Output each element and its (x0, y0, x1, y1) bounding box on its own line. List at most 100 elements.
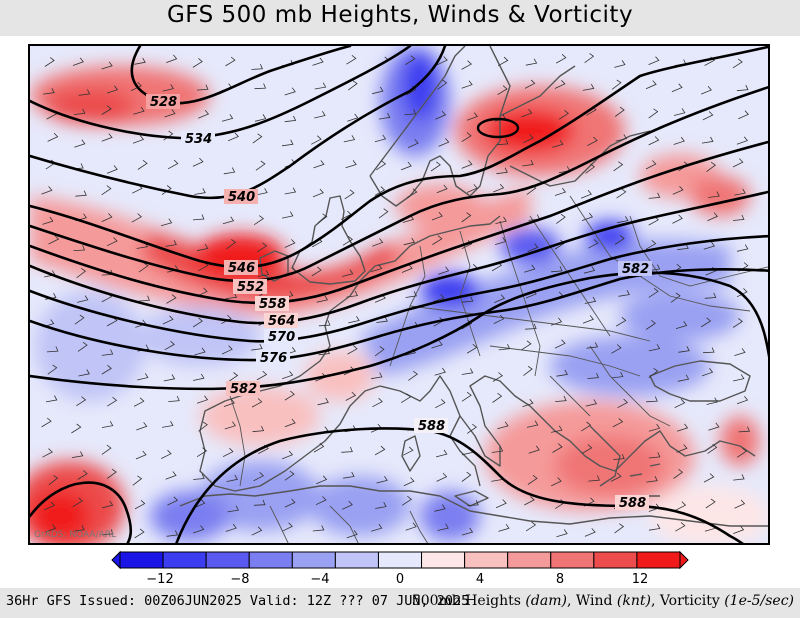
wind-barb (375, 502, 387, 509)
wind-barb (347, 113, 359, 122)
wind-barb (227, 505, 240, 513)
wind-barb (342, 500, 353, 510)
wind-barb (732, 158, 744, 168)
wind-barb (617, 216, 629, 224)
wind-barb (166, 530, 179, 537)
wind-barb (165, 471, 177, 480)
wind-barb (492, 372, 503, 382)
wind-barb (284, 390, 295, 401)
wind-barb (556, 369, 568, 377)
wind-barb (196, 84, 209, 91)
wind-barb (192, 214, 205, 221)
wind-barb (406, 188, 418, 198)
wind-barb (312, 188, 324, 198)
wind-barb (461, 319, 473, 330)
wind-barb (47, 364, 58, 375)
wind-barb (648, 108, 659, 119)
wind-barb (732, 58, 743, 69)
wind-barb (281, 139, 294, 147)
wind-barb (617, 398, 628, 409)
wind-barb (551, 477, 562, 487)
wind-barb (528, 445, 540, 454)
wind-barb (167, 159, 179, 170)
wind-barb (466, 423, 477, 434)
wind-barb (73, 525, 85, 532)
wind-barb (226, 239, 237, 250)
wind-barb (466, 112, 478, 121)
wind-barb (225, 292, 238, 300)
wind-barb (348, 315, 360, 324)
wind-barb (256, 370, 268, 381)
contour-label: 570 (268, 330, 295, 345)
wind-barb (431, 212, 443, 221)
wind-barb (498, 344, 511, 351)
coastlines (179, 46, 768, 527)
wind-barb (521, 340, 532, 351)
wind-barb (282, 522, 293, 532)
colorbar-right-end (679, 550, 689, 570)
wind-barb (614, 60, 626, 68)
wind-barb (461, 368, 474, 375)
contour-558 (30, 140, 768, 305)
wind-barb (434, 367, 446, 376)
wind-barb (221, 114, 234, 122)
wind-barb (700, 85, 712, 95)
wind-barb (523, 134, 534, 144)
wind-barb (616, 188, 627, 199)
wind-barb (522, 399, 534, 408)
wind-barb (162, 420, 174, 428)
credit-label: GrADS: NOAA/ARL (34, 530, 117, 540)
wind-barb (193, 373, 205, 381)
wind-barb (72, 497, 83, 508)
wind-barb (554, 339, 566, 349)
contour-564 (30, 190, 768, 325)
wind-barb (648, 192, 661, 199)
map-panel: 528 534 540 546 552 558 564 570 576 582 … (28, 44, 770, 545)
wind-barb (733, 374, 745, 382)
wind-barb (132, 135, 145, 144)
wind-barb (648, 136, 660, 146)
wind-barb (347, 345, 358, 355)
wind-barb (78, 369, 90, 377)
wind-barb (374, 134, 387, 143)
wind-barb (101, 349, 114, 356)
wind-barb (675, 522, 686, 532)
wind-barb (497, 421, 509, 430)
wind-barb (734, 499, 746, 509)
wind-barb (524, 79, 536, 89)
wind-barb (378, 208, 389, 219)
wind-barb (194, 499, 206, 508)
wind-barb (347, 80, 358, 91)
wind-barb (376, 475, 388, 484)
wind-barb (228, 132, 239, 142)
wind-barb (495, 499, 507, 509)
wind-barb (494, 294, 506, 303)
wind-barb (167, 265, 179, 273)
wind-barb (498, 523, 510, 532)
colorbar-swatch (377, 551, 423, 569)
wind-barb (221, 345, 233, 355)
wind-barb (672, 214, 683, 224)
wind-barb (584, 296, 597, 304)
wind-barb (583, 266, 596, 274)
wind-barb (648, 287, 659, 298)
colorbar-tick-label: 12 (632, 572, 649, 586)
wind-barb (552, 443, 563, 453)
wind-barb (131, 213, 142, 223)
wind-barb (707, 443, 718, 454)
wind-barb (551, 425, 563, 433)
wind-barb (371, 372, 383, 380)
wind-barb (527, 243, 539, 252)
wind-barb (435, 399, 446, 409)
wind-barb (72, 57, 84, 66)
wind-barb (133, 397, 145, 407)
wind-barb (282, 370, 294, 380)
contour-534 (30, 46, 412, 140)
wind-barb (222, 216, 235, 225)
contour-label: 534 (185, 132, 212, 147)
colorbar-tick-label: 4 (476, 572, 484, 586)
title-bar: GFS 500 mb Heights, Winds & Vorticity (0, 0, 800, 36)
contour-label: 588 (418, 419, 445, 434)
wind-barb (648, 452, 661, 459)
wind-barb (403, 237, 416, 246)
